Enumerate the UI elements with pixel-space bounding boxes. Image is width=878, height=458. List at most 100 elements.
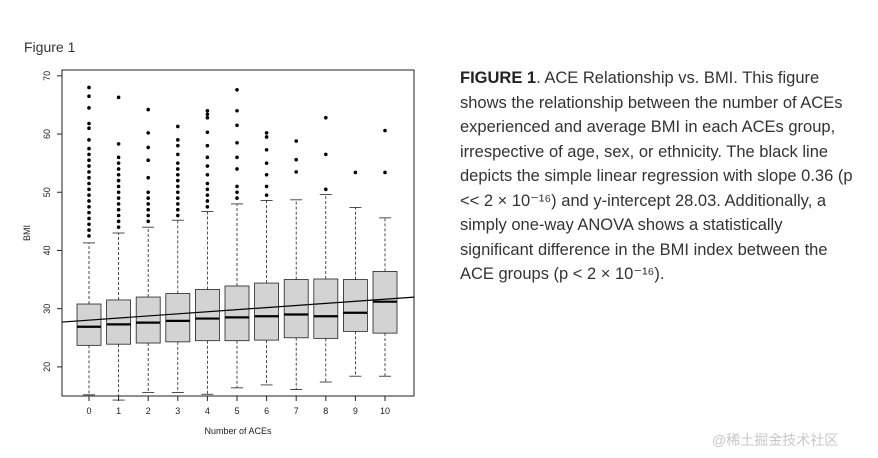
y-tick-label: 70 bbox=[42, 71, 52, 81]
y-tick-label: 20 bbox=[42, 362, 52, 372]
outlier-point bbox=[235, 155, 239, 160]
box-iqr bbox=[342, 279, 368, 332]
outlier-point bbox=[146, 175, 150, 180]
outlier-point bbox=[116, 178, 121, 183]
caption-text: . ACE Relationship vs. BMI. This figure … bbox=[460, 69, 853, 283]
box-iqr bbox=[194, 289, 220, 342]
outlier-point bbox=[87, 175, 91, 180]
outlier-point bbox=[116, 142, 121, 146]
outlier-point bbox=[146, 131, 150, 135]
outlier-point bbox=[205, 164, 210, 168]
outlier-point bbox=[235, 190, 239, 195]
x-tick-label: 7 bbox=[294, 406, 299, 416]
outlier-point bbox=[264, 135, 269, 139]
outlier-point bbox=[176, 190, 180, 195]
outlier-point bbox=[294, 157, 299, 162]
outlier-point bbox=[87, 205, 91, 209]
box-iqr bbox=[135, 296, 161, 344]
outlier-point bbox=[87, 152, 91, 157]
caption-heading: FIGURE 1 bbox=[460, 69, 537, 87]
outlier-point bbox=[235, 184, 239, 189]
x-tick-label: 9 bbox=[353, 406, 358, 416]
outlier-point bbox=[87, 146, 91, 151]
box-iqr bbox=[224, 285, 250, 342]
outlier-point bbox=[324, 152, 328, 157]
outlier-point bbox=[176, 178, 180, 183]
outlier-point bbox=[87, 228, 91, 232]
outlier-point bbox=[116, 172, 121, 177]
outlier-point bbox=[116, 184, 121, 189]
outlier-point bbox=[146, 107, 150, 112]
outlier-point bbox=[176, 167, 180, 171]
outlier-point bbox=[176, 184, 180, 189]
x-tick-label: 1 bbox=[116, 406, 121, 416]
outlier-point bbox=[324, 115, 328, 120]
outlier-point bbox=[146, 190, 150, 195]
x-axis-label: Number of ACEs bbox=[204, 426, 272, 436]
outlier-point bbox=[146, 219, 150, 224]
outlier-point bbox=[205, 155, 210, 160]
outlier-point bbox=[146, 213, 150, 218]
outlier-point bbox=[176, 124, 180, 129]
outlier-point bbox=[324, 187, 328, 192]
outlier-point bbox=[176, 138, 180, 142]
y-tick-label: 50 bbox=[42, 187, 52, 197]
y-axis-label: BMI bbox=[22, 225, 32, 241]
outlier-point bbox=[176, 143, 180, 148]
box-iqr bbox=[283, 279, 309, 339]
outlier-point bbox=[205, 112, 210, 117]
outlier-point bbox=[205, 130, 210, 135]
outlier-point bbox=[87, 158, 91, 163]
outlier-point bbox=[353, 170, 358, 175]
outlier-point bbox=[294, 170, 299, 174]
y-tick-label: 60 bbox=[42, 129, 52, 139]
regression-line bbox=[61, 296, 415, 323]
outlier-point bbox=[205, 108, 210, 113]
outlier-point bbox=[87, 170, 91, 174]
figure-caption: FIGURE 1. ACE Relationship vs. BMI. This… bbox=[460, 66, 855, 287]
box-iqr bbox=[165, 293, 191, 343]
outlier-point bbox=[87, 164, 91, 168]
x-tick-label: 6 bbox=[264, 406, 269, 416]
outlier-point bbox=[294, 139, 299, 143]
x-tick-label: 5 bbox=[234, 406, 239, 416]
outlier-point bbox=[205, 205, 210, 209]
outlier-point bbox=[87, 126, 91, 131]
outlier-point bbox=[176, 213, 180, 218]
outlier-point bbox=[205, 143, 210, 148]
outlier-point bbox=[87, 85, 91, 90]
outlier-point bbox=[205, 193, 210, 197]
outlier-point bbox=[264, 172, 269, 177]
chart-container: 20 30 40 50 60 70 0 1 2 3 4 5 6 7 8 9 10 Number of ACEs BM… bbox=[20, 60, 420, 440]
outlier-point bbox=[87, 94, 91, 98]
outlier-point bbox=[116, 95, 121, 100]
outlier-point bbox=[264, 161, 269, 165]
outlier-point bbox=[116, 196, 121, 200]
plot-frame bbox=[61, 69, 415, 397]
outlier-point bbox=[87, 138, 91, 142]
outlier-point bbox=[264, 147, 269, 152]
outlier-point bbox=[205, 199, 210, 203]
outlier-point bbox=[383, 170, 387, 175]
outlier-point bbox=[116, 190, 121, 195]
outlier-point bbox=[205, 181, 210, 186]
outlier-point bbox=[116, 225, 121, 229]
outlier-point bbox=[146, 196, 150, 200]
outlier-point bbox=[264, 131, 269, 135]
outlier-point bbox=[116, 167, 121, 171]
outlier-point bbox=[235, 123, 239, 128]
watermark: @稀土掘金技术社区 bbox=[712, 432, 839, 448]
outlier-point bbox=[87, 216, 91, 221]
outlier-point bbox=[235, 167, 239, 171]
outlier-point bbox=[264, 193, 269, 197]
outlier-point bbox=[235, 108, 239, 113]
x-tick-label: 0 bbox=[86, 406, 91, 416]
outlier-point bbox=[87, 106, 91, 110]
outlier-point bbox=[116, 213, 121, 218]
x-tick-label: 8 bbox=[323, 406, 328, 416]
outlier-point bbox=[116, 207, 121, 212]
x-tick-label: 3 bbox=[175, 406, 180, 416]
x-tick-label: 4 bbox=[205, 406, 210, 416]
outlier-point bbox=[235, 196, 239, 200]
outlier-point bbox=[176, 207, 180, 212]
